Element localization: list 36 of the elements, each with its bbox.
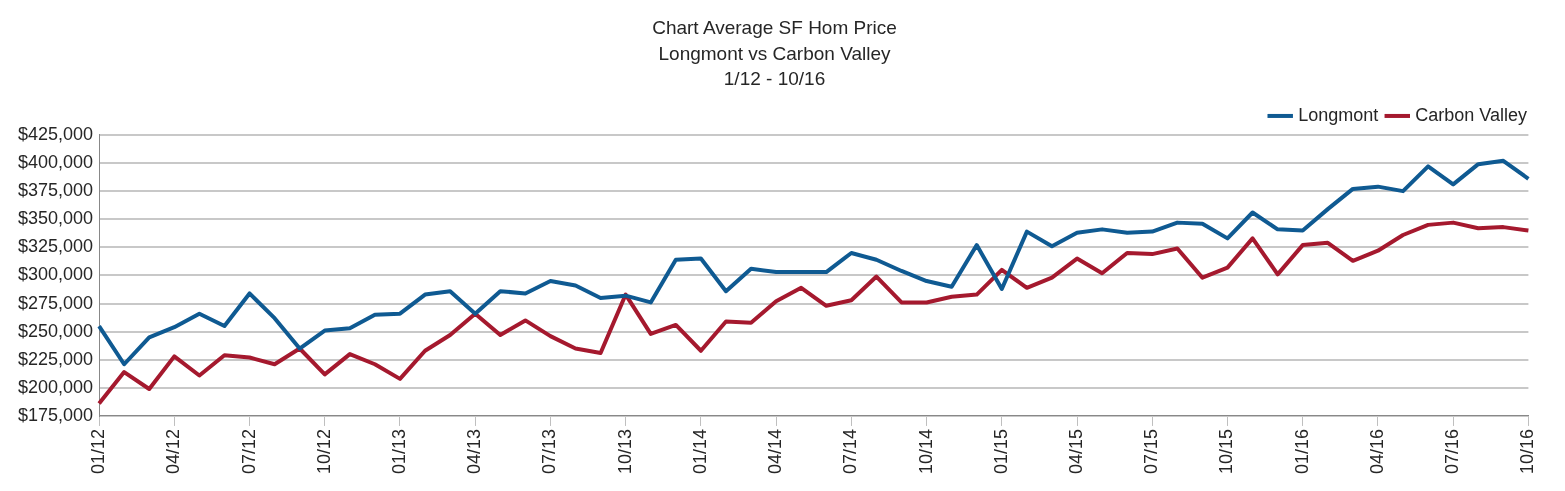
y-tick-label: $275,000 — [18, 292, 94, 313]
text: 1/12 - 10/16 — [723, 68, 826, 90]
x-tick-label: 04/15 — [1066, 428, 1086, 474]
x-tick-label: 07/16 — [1442, 428, 1463, 474]
x-tick-label: 07/14 — [840, 428, 861, 474]
x-tick-label: 04/13 — [464, 428, 485, 474]
x-tick-label: 04/16 — [1366, 428, 1387, 474]
x-tick-label: 04/14 — [765, 428, 786, 474]
y-tick-label: $375,000 — [18, 180, 94, 201]
x-tick-label: 10/16 — [1517, 428, 1538, 474]
legend-label: Longmont — [1298, 104, 1379, 125]
x-tick-label: 10/13 — [614, 428, 635, 474]
x-tick-label: 01/15 — [990, 428, 1011, 474]
y-tick-label: $350,000 — [18, 208, 94, 229]
x-tick-label: 10/14 — [915, 428, 936, 474]
x-tick-label: 01/12 — [88, 428, 109, 474]
x-tick-label: 01/16 — [1291, 428, 1312, 474]
x-tick-label: 04/12 — [163, 428, 184, 474]
y-tick-label: $200,000 — [18, 376, 94, 397]
y-tick-label: $425,000 — [18, 123, 94, 144]
y-tick-label: $300,000 — [18, 264, 94, 285]
x-tick-label: 10/15 — [1216, 428, 1237, 474]
y-tick-label: $175,000 — [18, 404, 94, 425]
x-tick-label: 01/13 — [388, 428, 409, 474]
x-tick-label: 10/12 — [313, 428, 334, 474]
x-tick-label: 01/14 — [689, 428, 710, 474]
y-tick-label: $325,000 — [18, 236, 94, 257]
x-tick-label: 07/12 — [238, 428, 259, 474]
text: Longmont vs Carbon Valley — [658, 42, 891, 64]
y-tick-label: $225,000 — [18, 348, 94, 369]
legend-label: Carbon Valley — [1415, 104, 1528, 125]
text: Chart Average SF Hom Price — [652, 17, 897, 39]
x-tick-label: 07/13 — [539, 428, 560, 474]
y-tick-label: $250,000 — [18, 320, 94, 341]
x-tick-label: 07/15 — [1141, 428, 1162, 474]
y-tick-label: $400,000 — [18, 152, 94, 173]
